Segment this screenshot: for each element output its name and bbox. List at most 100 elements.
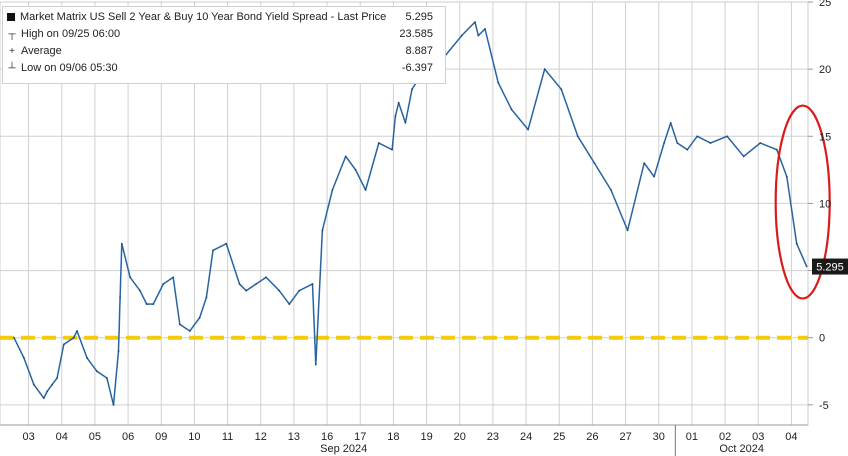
series-point: [484, 28, 486, 30]
series-point: [653, 175, 655, 178]
x-tick-label: 04: [785, 431, 797, 443]
y-tick-label: 20: [819, 64, 831, 76]
series-point: [225, 242, 228, 245]
month-label-oct: Oct 2024: [719, 443, 764, 455]
series-point: [33, 383, 35, 386]
series-point: [139, 289, 141, 292]
legend-average-label: Average: [21, 45, 62, 57]
series-point: [626, 229, 629, 232]
series-point: [188, 330, 191, 332]
x-tick-label: 11: [222, 431, 233, 443]
legend-average-value: 8.887: [405, 45, 433, 57]
series-point: [212, 249, 214, 252]
series-point: [543, 68, 546, 70]
x-tick-label: 05: [89, 431, 101, 443]
series-point: [477, 34, 480, 37]
series-point: [311, 283, 314, 285]
high-marker-icon: ┬: [8, 29, 16, 40]
series-point: [686, 148, 689, 151]
series-point: [497, 81, 500, 84]
y-tick-label: 15: [819, 131, 831, 143]
series-point: [510, 108, 513, 111]
series-point: [62, 343, 65, 346]
x-tick-label: 06: [122, 431, 134, 443]
series-point: [759, 142, 762, 144]
x-tick-label: 03: [752, 431, 764, 443]
legend-high-value: 23.585: [399, 28, 433, 40]
month-label-sep: Sep 2024: [320, 443, 367, 455]
series-point: [354, 169, 357, 171]
series-point: [42, 397, 45, 399]
series-point: [56, 377, 58, 379]
x-tick-label: 19: [420, 431, 432, 443]
y-tick-label: -5: [819, 400, 829, 412]
series-point: [117, 350, 120, 352]
series-point: [474, 21, 476, 23]
legend-low-value: -6.397: [401, 62, 433, 74]
series-point: [152, 303, 155, 305]
series-point: [404, 122, 407, 124]
y-axis: 2520151050-5: [808, 0, 831, 412]
series-point: [321, 229, 324, 232]
x-tick-label: 20: [454, 431, 466, 443]
series-point: [86, 357, 88, 359]
series-point: [593, 162, 596, 165]
series-point: [298, 289, 301, 292]
series-point: [162, 283, 165, 285]
series-point: [51, 383, 53, 386]
series-point: [72, 336, 75, 339]
series-point: [460, 34, 463, 37]
y-tick-label: 25: [819, 0, 831, 9]
series-point: [397, 101, 400, 104]
x-tick-label: 04: [56, 431, 68, 443]
series-point: [23, 357, 25, 359]
series-point: [119, 296, 121, 299]
series-point: [106, 377, 108, 379]
series-point: [643, 162, 646, 165]
series-point: [112, 404, 115, 406]
last-price-tag-group: 5.295: [812, 258, 848, 275]
series-point: [76, 330, 78, 332]
series-point: [13, 336, 15, 339]
series-point: [96, 370, 98, 373]
series-point: [364, 189, 367, 191]
series-point: [198, 316, 201, 319]
red-ellipse-annotation: [774, 104, 831, 300]
series-point: [527, 128, 529, 131]
x-tick-label: 16: [321, 431, 333, 443]
x-tick-label: 10: [188, 431, 200, 443]
series-point: [696, 135, 699, 138]
legend-low-label: Low on 09/06 05:30: [21, 62, 118, 74]
legend-row-low: ┴ Low on 09/06 05:30 -6.397: [7, 61, 437, 75]
series-point: [676, 142, 679, 144]
x-tick-label: 13: [288, 431, 300, 443]
series-point: [391, 148, 393, 151]
series-point: [411, 88, 413, 91]
series-point: [795, 242, 798, 245]
series-point: [145, 303, 148, 305]
series-point: [205, 296, 208, 299]
x-tick-label: 01: [686, 431, 698, 443]
series-point: [278, 289, 281, 292]
series-point: [726, 135, 728, 138]
x-tick-label: 23: [487, 431, 499, 443]
series-swatch: [7, 13, 15, 22]
x-tick-label: 27: [619, 431, 631, 443]
highlight-circle: [774, 104, 831, 300]
x-tick-label: 18: [387, 431, 399, 443]
series-point: [663, 142, 665, 144]
legend-high-label: High on 09/25 06:00: [21, 28, 121, 40]
series-point: [775, 148, 778, 151]
series-point: [785, 175, 788, 178]
series-point: [610, 189, 612, 191]
x-tick-label: 17: [354, 431, 366, 443]
series-point: [805, 265, 808, 268]
series-point: [314, 363, 317, 366]
x-tick-label: 24: [520, 431, 532, 443]
legend-main-value: 5.295: [405, 11, 433, 23]
series-point: [669, 122, 672, 124]
x-tick-label: 30: [653, 431, 665, 443]
last-price-tag-label: 5.295: [816, 262, 844, 274]
series-point: [331, 189, 334, 191]
x-tick-label: 26: [586, 431, 598, 443]
